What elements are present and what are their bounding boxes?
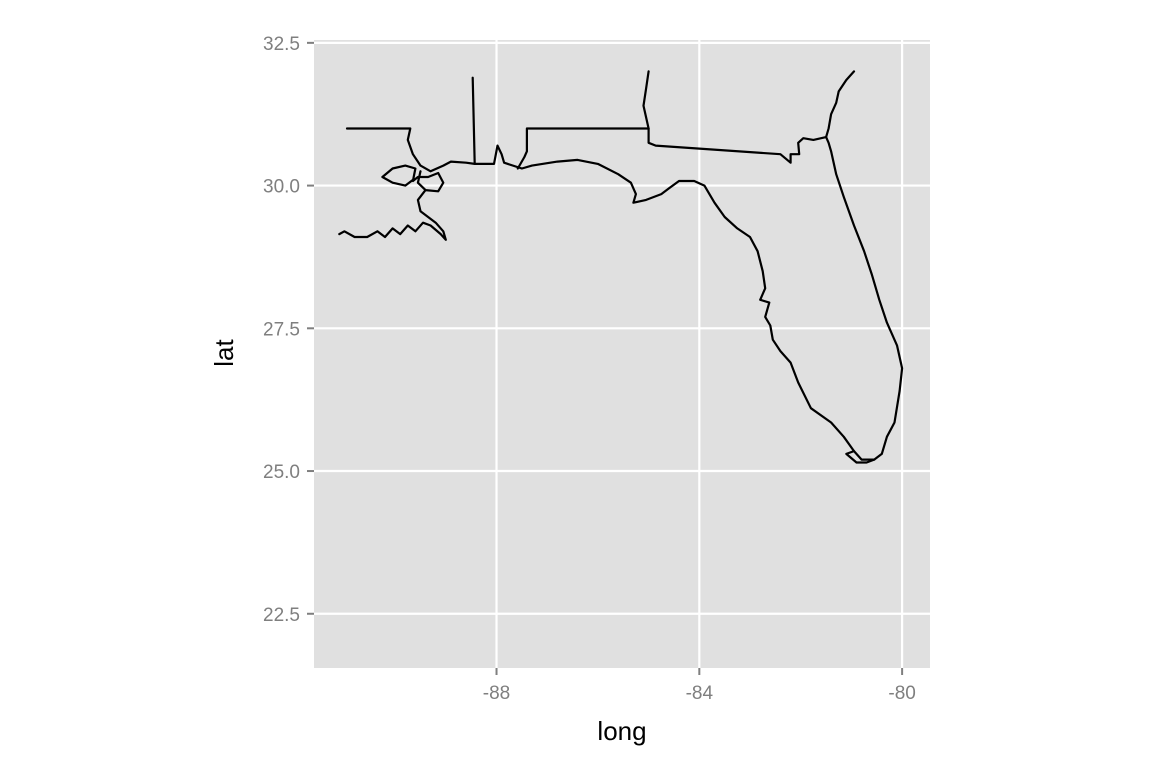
state-outline-6 — [845, 450, 876, 464]
y-tick-label: 22.5 — [263, 605, 300, 626]
state-outline-4 — [381, 164, 445, 193]
tick-labels: -88 -84 -80 22.5 25.0 27.5 30.0 32.5 — [263, 34, 916, 704]
y-tick-label: 25.0 — [263, 462, 300, 483]
y-tick-label: 27.5 — [263, 319, 300, 340]
state-outlines — [338, 70, 904, 464]
grid-lines — [314, 40, 930, 668]
state-outline-2 — [345, 127, 476, 173]
x-axis-title: long — [597, 716, 646, 746]
x-tick-label: -80 — [888, 683, 915, 704]
axis-ticks — [307, 41, 904, 675]
x-tick-label: -84 — [686, 683, 714, 704]
state-outline-7 — [825, 70, 856, 139]
y-tick-label: 30.0 — [263, 177, 300, 198]
y-axis-title: lat — [209, 338, 239, 366]
y-tick-label: 32.5 — [263, 34, 300, 55]
plot-panel — [314, 40, 930, 668]
x-tick-label: -88 — [483, 683, 510, 704]
state-outline-5 — [338, 189, 447, 241]
state-outline-3 — [516, 127, 650, 170]
state-outline-1 — [471, 70, 904, 461]
